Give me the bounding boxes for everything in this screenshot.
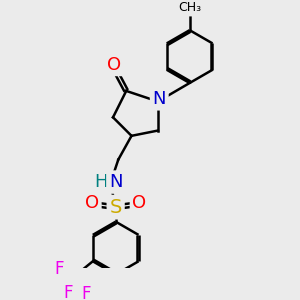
Text: O: O [132, 194, 146, 212]
Text: O: O [107, 56, 122, 74]
Text: CH₃: CH₃ [178, 1, 201, 14]
Text: H: H [94, 173, 108, 191]
Text: N: N [152, 90, 166, 108]
Text: N: N [109, 173, 122, 191]
Text: F: F [54, 260, 64, 278]
Text: S: S [110, 198, 122, 217]
Text: O: O [85, 194, 99, 212]
Text: F: F [81, 285, 91, 300]
Text: F: F [63, 284, 72, 300]
